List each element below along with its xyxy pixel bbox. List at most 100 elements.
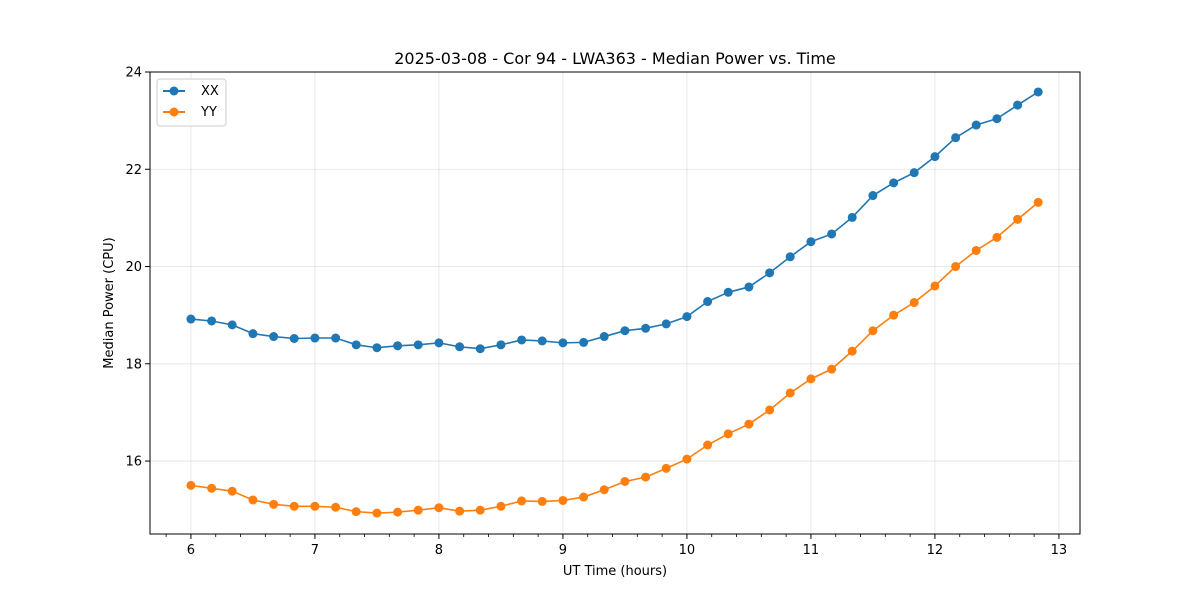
x-tick-label: 11 — [803, 543, 820, 558]
data-point-xx — [393, 341, 403, 351]
data-point-yy — [806, 374, 816, 384]
data-point-yy — [765, 405, 775, 415]
data-point-yy — [496, 501, 506, 511]
data-point-xx — [682, 312, 692, 322]
data-point-yy — [723, 429, 733, 439]
data-point-xx — [992, 114, 1002, 124]
data-point-xx — [661, 319, 671, 329]
legend: XX YY — [156, 78, 227, 127]
data-point-yy — [992, 232, 1002, 242]
data-point-xx — [248, 329, 258, 339]
y-tick-label: 16 — [125, 455, 142, 470]
axes-ticks: 6 7 8 9 10 11 12 13 16 18 20 22 24 — [125, 66, 1067, 559]
data-point-yy — [744, 419, 754, 429]
data-point-xx — [372, 343, 382, 353]
data-point-yy — [599, 485, 609, 495]
data-point-xx — [620, 326, 630, 336]
data-point-yy — [620, 476, 630, 486]
data-point-xx — [558, 338, 568, 348]
data-point-yy — [1033, 197, 1043, 207]
data-point-xx — [930, 152, 940, 162]
data-point-xx — [806, 237, 816, 247]
data-point-xx — [186, 314, 196, 324]
data-point-yy — [930, 281, 940, 291]
data-point-xx — [951, 133, 961, 143]
data-point-xx — [207, 316, 217, 326]
grid — [150, 71, 1080, 534]
x-tick-label: 10 — [679, 543, 696, 558]
data-point-xx — [765, 268, 775, 278]
data-point-xx — [827, 229, 837, 239]
data-point-xx — [909, 168, 919, 178]
data-point-xx — [723, 287, 733, 297]
data-point-yy — [413, 505, 423, 515]
data-point-yy — [847, 346, 857, 356]
data-point-xx — [579, 337, 589, 347]
chart-title: 2025-03-08 - Cor 94 - LWA363 - Median Po… — [394, 49, 836, 68]
data-point-yy — [331, 502, 341, 512]
data-point-yy — [827, 364, 837, 374]
data-point-xx — [351, 340, 361, 350]
data-point-yy — [227, 486, 237, 496]
legend-marker-xx — [169, 86, 179, 96]
data-point-yy — [207, 483, 217, 493]
data-point-yy — [1013, 214, 1023, 224]
data-point-yy — [909, 298, 919, 308]
legend-label-yy: YY — [200, 105, 217, 120]
y-tick-label: 20 — [125, 260, 142, 275]
plot-area — [149, 71, 1081, 535]
x-axis-label: UT Time (hours) — [563, 564, 667, 579]
data-point-yy — [475, 505, 485, 515]
x-tick-label: 9 — [559, 543, 567, 558]
data-point-xx — [434, 338, 444, 348]
data-point-yy — [661, 463, 671, 473]
data-point-yy — [186, 480, 196, 490]
data-point-xx — [785, 252, 795, 262]
x-tick-label: 6 — [187, 543, 195, 558]
data-point-yy — [558, 495, 568, 505]
legend-label-xx: XX — [201, 84, 219, 99]
data-point-xx — [537, 336, 547, 346]
x-tick-label: 12 — [927, 543, 944, 558]
data-point-yy — [517, 496, 527, 506]
data-point-yy — [889, 310, 899, 320]
data-point-yy — [310, 501, 320, 511]
data-point-xx — [331, 333, 341, 343]
data-point-xx — [455, 342, 465, 352]
data-point-xx — [744, 282, 754, 292]
legend-marker-yy — [169, 107, 179, 117]
series-yy — [186, 197, 1043, 518]
data-point-yy — [703, 440, 713, 450]
data-point-xx — [641, 323, 651, 333]
series-layer — [186, 87, 1043, 518]
data-point-xx — [971, 120, 981, 130]
data-point-xx — [310, 333, 320, 343]
data-point-yy — [868, 326, 878, 336]
data-point-yy — [579, 492, 589, 502]
data-point-xx — [413, 340, 423, 350]
data-point-xx — [496, 340, 506, 350]
data-point-yy — [455, 506, 465, 516]
data-point-xx — [847, 212, 857, 222]
data-point-yy — [289, 501, 299, 511]
x-tick-label: 13 — [1051, 543, 1068, 558]
data-point-yy — [537, 496, 547, 506]
y-tick-label: 18 — [125, 357, 142, 372]
data-point-xx — [868, 191, 878, 201]
data-point-xx — [517, 335, 527, 345]
data-point-xx — [227, 320, 237, 330]
data-point-xx — [475, 344, 485, 354]
data-point-yy — [351, 507, 361, 517]
data-point-yy — [951, 262, 961, 272]
data-point-xx — [269, 332, 279, 342]
data-point-yy — [269, 499, 279, 509]
data-point-yy — [971, 245, 981, 255]
data-point-yy — [682, 454, 692, 464]
data-point-xx — [289, 334, 299, 343]
series-xx — [186, 87, 1043, 354]
x-tick-label: 8 — [435, 543, 443, 558]
data-point-yy — [434, 503, 444, 513]
x-tick-label: 7 — [311, 543, 319, 558]
data-point-xx — [889, 178, 899, 188]
